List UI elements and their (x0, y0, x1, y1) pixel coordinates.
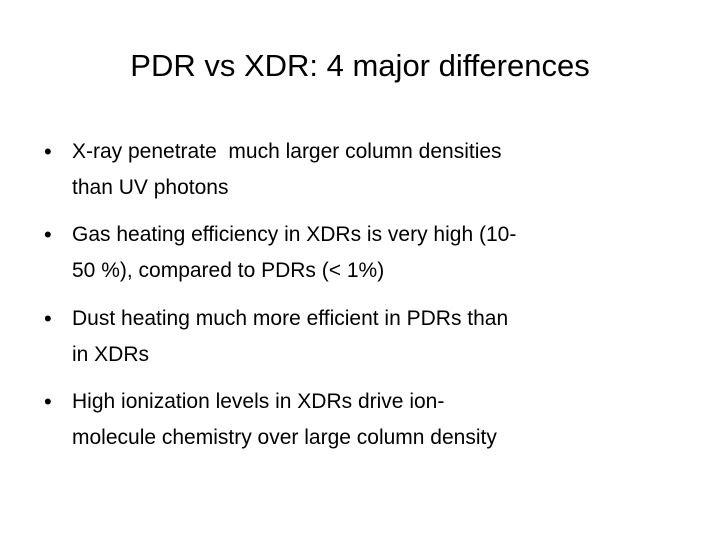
bullet-text: Gas heating efficiency in XDRs is very h… (72, 223, 517, 246)
bullet-item: Gas heating efficiency in XDRs is very h… (44, 217, 704, 289)
bullet-text: in XDRs (72, 343, 150, 366)
bullet-item: High ionization levels in XDRs drive ion… (44, 384, 704, 456)
bullet-item: X-ray penetrate much larger column densi… (44, 134, 704, 206)
bullet-text: X-ray penetrate much larger column densi… (72, 140, 502, 163)
bullet-text: 50 %), compared to PDRs (< 1%) (72, 259, 385, 282)
bullet-text: than UV photons (72, 176, 229, 199)
bullet-item: Dust heating much more efficient in PDRs… (44, 301, 704, 373)
slide-title: PDR vs XDR: 4 major differences (130, 48, 590, 83)
bullet-text: Dust heating much more efficient in PDRs… (72, 307, 509, 330)
bullet-text: High ionization levels in XDRs drive ion… (72, 390, 445, 413)
bullet-text: molecule chemistry over large column den… (72, 426, 497, 449)
